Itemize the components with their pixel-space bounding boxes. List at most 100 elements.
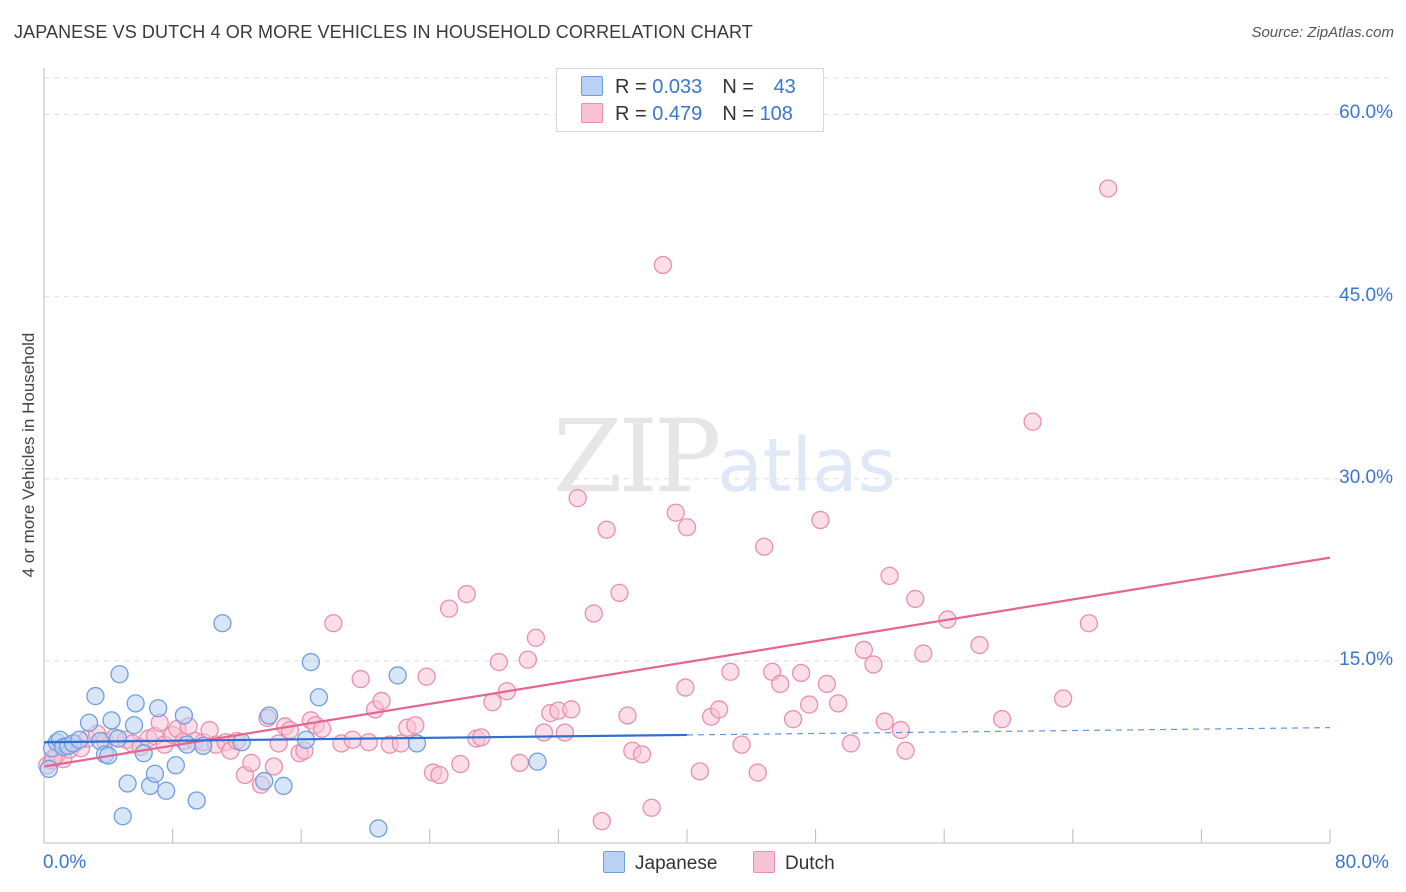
dutch-point <box>584 604 603 623</box>
dutch-point <box>875 712 894 731</box>
watermark-atlas: atlas <box>717 423 897 509</box>
japanese-point <box>148 699 168 718</box>
dutch-point <box>666 503 685 522</box>
y-axis-label: 4 or more Vehicles in Household <box>19 332 38 578</box>
dutch-swatch-icon <box>581 103 603 123</box>
dutch-point <box>1054 689 1073 708</box>
dutch-point <box>280 720 300 740</box>
x-tick-label-max: 80.0% <box>1335 852 1389 873</box>
japanese-point <box>166 756 185 775</box>
japanese-point <box>157 781 176 800</box>
legend-row-japanese: R = 0.033 N = 43 <box>581 74 796 100</box>
x-tick-label-min: 0.0% <box>43 852 87 873</box>
japanese-point <box>70 730 89 749</box>
dutch-point <box>811 510 830 530</box>
japanese-point <box>174 706 194 725</box>
dutch-point <box>264 757 284 776</box>
dutch-point <box>451 754 470 774</box>
legend-row-dutch: R = 0.479 N = 108 <box>581 101 793 127</box>
dutch-point <box>896 741 915 760</box>
bottom-legend-dutch[interactable]: Dutch <box>753 850 835 878</box>
dutch-point <box>721 662 740 681</box>
dutch-point <box>771 674 790 694</box>
y-tick-label: 60.0% <box>1339 102 1393 124</box>
japanese-trend-line <box>43 733 688 744</box>
japanese-point <box>118 774 137 793</box>
japanese-point <box>388 666 407 685</box>
dutch-point <box>406 716 425 735</box>
dutch-point <box>906 589 925 609</box>
source-label: Source: ZipAtlas.com <box>1251 24 1394 41</box>
japanese-point <box>108 729 128 748</box>
dutch-point <box>242 753 261 773</box>
dutch-point <box>828 694 848 713</box>
dutch-point <box>755 537 774 556</box>
japanese-point <box>102 711 121 730</box>
dutch-point <box>653 255 673 275</box>
japanese-point <box>187 791 206 810</box>
legend-n-label: N = <box>722 76 760 98</box>
japanese-point <box>39 759 58 779</box>
dutch-point <box>359 733 378 752</box>
dutch-point <box>439 599 459 618</box>
japanese-point <box>274 776 293 796</box>
dutch-point <box>732 735 751 754</box>
bottom-legend-japanese-label: Japanese <box>635 853 718 874</box>
dutch-point <box>597 520 616 539</box>
dutch-point <box>880 566 899 586</box>
dutch-point <box>518 650 538 669</box>
axes <box>43 68 1331 844</box>
japanese-point <box>528 752 547 771</box>
dutch-point <box>489 652 509 672</box>
legend-n-value-dutch: 108 <box>759 103 793 125</box>
chart-title: JAPANESE VS DUTCH 4 OR MORE VEHICLES IN … <box>14 22 753 42</box>
japanese-swatch-icon <box>581 76 603 96</box>
dutch-point <box>676 678 695 697</box>
dutch-point <box>864 655 883 674</box>
legend-r-label: R = <box>615 76 653 98</box>
dutch-point <box>677 518 697 537</box>
dutch-legend-icon <box>753 851 775 873</box>
correlation-legend: R = 0.033 N = 43 R = 0.479 N = 108 <box>556 68 824 132</box>
dutch-point <box>618 706 637 725</box>
dutch-point <box>417 667 436 686</box>
legend-r-value-japanese: 0.033 <box>652 76 703 98</box>
dutch-point <box>430 765 449 785</box>
y-tick-label: 15.0% <box>1339 648 1393 670</box>
dutch-point <box>642 798 661 817</box>
dutch-point <box>1099 179 1118 198</box>
dutch-point <box>710 700 729 719</box>
dutch-point <box>610 583 629 603</box>
dutch-point <box>351 669 370 689</box>
japanese-point <box>309 688 329 707</box>
dutch-point <box>891 720 910 740</box>
y-tick-label: 45.0% <box>1339 284 1393 306</box>
legend-r-value-dutch: 0.479 <box>652 103 703 125</box>
bottom-legend-dutch-label: Dutch <box>785 853 835 874</box>
dutch-point <box>457 584 476 604</box>
japanese-point <box>145 764 165 783</box>
dutch-point <box>568 488 587 508</box>
japanese-point <box>79 713 99 732</box>
bottom-legend-japanese[interactable]: Japanese <box>603 850 717 878</box>
dutch-point <box>914 644 933 663</box>
dutch-point <box>817 674 837 694</box>
dutch-trend-line <box>43 556 1331 768</box>
japanese-point <box>407 734 427 753</box>
dutch-point <box>555 723 574 742</box>
dutch-point <box>1079 614 1099 633</box>
grid-lines <box>44 77 1392 662</box>
dutch-point <box>632 745 652 764</box>
dutch-point <box>970 635 989 655</box>
dutch-point <box>510 753 529 773</box>
japanese-point <box>86 686 105 706</box>
japanese-point <box>369 819 388 838</box>
y-tick-label: 30.0% <box>1339 466 1393 488</box>
japanese-point <box>301 652 320 672</box>
dutch-point <box>372 691 391 711</box>
dutch-point <box>800 695 819 714</box>
japanese-trend-extension <box>686 727 1331 736</box>
dutch-point <box>562 700 581 719</box>
dutch-point <box>534 723 554 742</box>
